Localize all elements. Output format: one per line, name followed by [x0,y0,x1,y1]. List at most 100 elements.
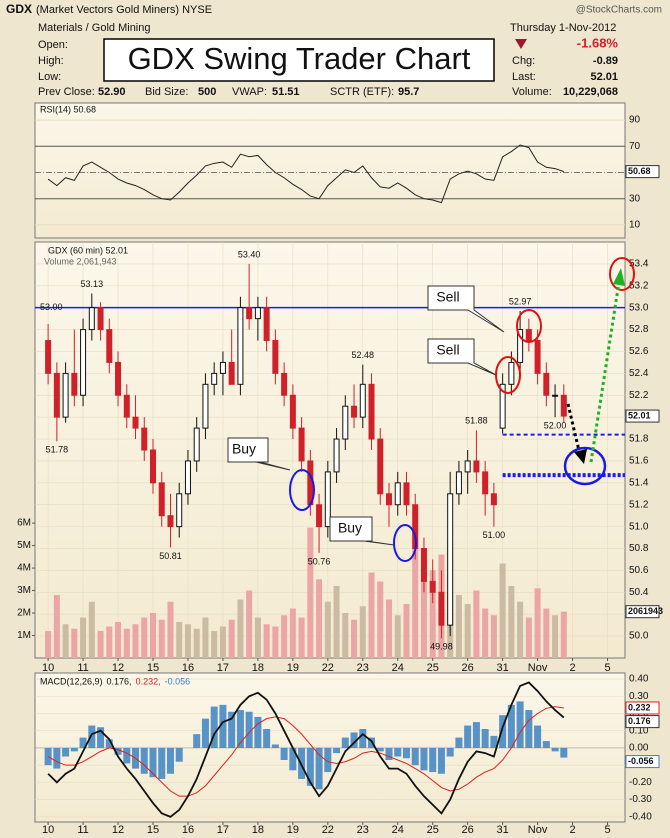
rsi-line [47,144,564,204]
volume-bar [176,622,183,658]
volume-bar [281,615,288,658]
volume-bar [464,604,471,658]
candle-body [420,548,427,582]
volume-bar [307,527,314,658]
macd-histogram-bar [542,741,550,748]
y-tick-label: 51.4 [629,477,649,488]
y-tick-label: 30 [629,193,641,204]
x-tick-label: 18 [252,824,264,836]
callout [427,285,505,333]
volume-bar [534,588,541,658]
candle-body [176,493,183,528]
volume-bar [386,599,392,658]
field-label: Low: [38,71,61,83]
macd-histogram-bar [411,747,419,766]
arrow-head [613,268,625,286]
x-tick-label: 24 [392,662,404,674]
macd-legend: 0.176, [107,676,132,686]
x-tick-label: 12 [112,824,124,836]
macd-histogram-bar [123,747,131,764]
volume-bar [97,631,104,658]
volume-bar [429,570,436,658]
candle-body [202,383,209,429]
x-tick-label: 26 [462,824,474,836]
macd-histogram-bar [271,744,279,748]
x-tick-label: 31 [497,662,509,674]
candle-body [228,361,235,385]
volume-bar [263,624,270,658]
candle-body [62,372,69,418]
candle-body [342,405,349,440]
macd-histogram-bar [140,747,148,774]
candle-body [211,372,218,385]
volume-bar [351,619,358,658]
volume-bar [552,615,559,658]
volume-bar [132,624,139,658]
volume-tick-label: 4M [17,563,31,574]
candle-body [490,493,497,506]
candle-body [482,471,489,495]
volume-bar [473,590,480,658]
volume-bar [158,619,165,658]
macd-histogram-bar [228,711,236,748]
x-tick-label: Nov [528,824,548,836]
last-histogram-text: -0.056 [628,756,654,766]
x-tick-label: 17 [217,662,229,674]
candle-body [80,329,87,396]
callout-text: Sell [436,289,459,305]
layers: 1010111112121515161617171818191922222323… [17,115,652,836]
x-tick-label: 17 [217,824,229,836]
resistance-label: 53.00 [40,302,63,312]
candle-body [359,383,366,418]
circle [495,356,521,394]
volume-bar [543,608,550,658]
arrow [566,403,582,456]
volume-bar [211,631,218,658]
candle-body [403,482,410,506]
volume-tick-label: 1M [17,630,31,641]
candle-body [263,307,270,342]
macd-histogram-bar [385,747,393,760]
arrow-head [574,449,587,464]
volume-bar [228,619,235,658]
date: Thursday 1-Nov-2012 [510,22,616,34]
y-tick-label: 52.4 [629,368,649,379]
x-tick-label: 25 [427,824,439,836]
candle-body [132,416,139,429]
macd-histogram-bar [394,747,402,757]
annotations: Buy Buy Sell Sell [227,257,635,562]
candle-body [141,427,148,451]
macd-histogram-bar [254,716,262,748]
candle-body [543,372,550,396]
y-tick-label: -0.20 [629,777,652,788]
macd-histogram-bar [166,747,174,774]
callout [227,437,291,471]
volume-bar [115,622,122,658]
chart-title: GDX Swing Trader Chart [128,41,471,76]
candle-body [123,394,130,418]
x-tick-label: Nov [528,662,548,674]
y-tick-label: 52.6 [629,346,649,357]
volume-bar [394,615,401,658]
y-tick-label: 51.8 [629,434,649,445]
macd-histogram-bar [105,739,113,748]
price-label: 53.40 [238,249,261,259]
macd-legend: 0.232, [136,676,161,686]
volume-bar [342,613,349,658]
volume-bar [71,628,78,658]
last-histogram: -0.056 [625,755,660,769]
volume-bar [499,563,506,658]
x-tick-label: 19 [287,824,299,836]
volume-bar [377,581,384,658]
macd-histogram-bar [263,728,271,748]
x-tick-label: 11 [77,662,88,674]
price-label: 51.78 [46,445,69,455]
macd-histogram-bar [507,704,515,748]
candle-body [333,438,340,473]
title-box [103,38,495,82]
field-value: 95.7 [398,86,419,98]
candle-body [473,460,480,473]
x-tick-label: 10 [42,824,54,836]
volume-bar [359,606,366,658]
x-tick-label: 19 [287,662,299,674]
